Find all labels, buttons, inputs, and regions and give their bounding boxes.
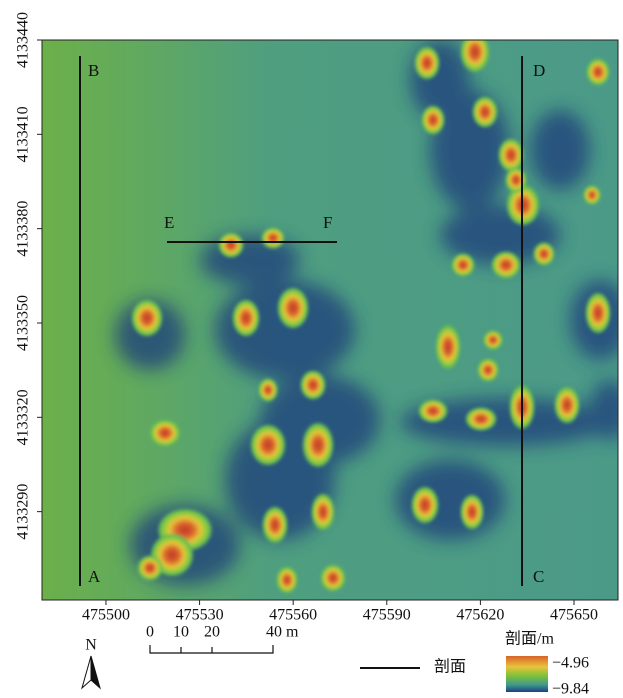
mound <box>411 486 439 524</box>
mound <box>483 330 503 350</box>
mound <box>250 424 286 466</box>
mound <box>261 227 285 249</box>
mound <box>218 232 244 258</box>
mound <box>583 185 601 205</box>
mound <box>477 358 499 382</box>
north-arrow <box>91 656 100 688</box>
dem-raster <box>42 31 623 600</box>
scale-label: 0 <box>146 624 154 641</box>
section-label: C <box>533 567 544 586</box>
mound <box>276 566 298 594</box>
mound <box>451 253 475 277</box>
y-tick-label: 4133350 <box>15 295 32 351</box>
x-tick-label: 475560 <box>269 607 317 624</box>
mound <box>302 422 334 468</box>
section-label: E <box>164 213 174 232</box>
mound <box>460 31 490 73</box>
section-label: D <box>533 61 545 80</box>
scale-label: 10 <box>173 624 189 641</box>
x-tick-label: 475500 <box>82 607 130 624</box>
mound <box>465 407 497 431</box>
scale-label: 20 <box>204 624 220 641</box>
y-tick-label: 4133290 <box>15 484 32 540</box>
mound <box>435 324 461 370</box>
map-figure: 475500 475530 475560 475590 475620 475650 4133… <box>0 0 623 698</box>
scale-bar <box>150 645 273 653</box>
x-tick-label: 475530 <box>176 607 224 624</box>
mound <box>131 299 163 337</box>
depression <box>530 110 590 190</box>
section-label: A <box>88 567 101 586</box>
section-label: B <box>88 61 99 80</box>
section-label: F <box>323 213 332 232</box>
scale-label: 40 m <box>266 624 299 641</box>
y-tick-label: 4133410 <box>15 106 32 162</box>
legend-label: 剖面 <box>434 658 466 676</box>
mound <box>137 555 163 581</box>
mound <box>258 378 278 402</box>
mound <box>533 242 555 266</box>
y-tick-label: 4133440 <box>15 12 32 68</box>
colorbar-title: 剖面/m <box>505 630 554 648</box>
mound <box>498 138 524 172</box>
mound <box>554 386 580 424</box>
colorbar-label: −4.96 <box>552 655 589 672</box>
mound <box>300 370 326 400</box>
mound <box>277 287 309 329</box>
mound <box>149 419 181 447</box>
colorbar-label: −9.84 <box>552 681 589 698</box>
x-tick-label: 475650 <box>550 607 598 624</box>
colorbar <box>506 656 548 692</box>
mound <box>585 292 611 334</box>
north-arrow <box>82 656 91 688</box>
y-tick-label: 4133380 <box>15 201 32 257</box>
mound <box>505 167 527 193</box>
x-tick-label: 475590 <box>363 607 411 624</box>
mound <box>232 299 260 337</box>
mound <box>414 46 440 80</box>
mound <box>418 399 448 423</box>
y-tick-label: 4133320 <box>15 389 32 445</box>
north-label: N <box>85 637 97 654</box>
x-tick-label: 475620 <box>456 607 504 624</box>
mound <box>320 564 346 592</box>
mound <box>472 96 498 128</box>
mound <box>491 251 521 279</box>
mound <box>311 493 335 531</box>
mound <box>586 58 610 86</box>
mound <box>421 105 445 135</box>
mound <box>460 494 484 530</box>
mound <box>262 506 288 544</box>
